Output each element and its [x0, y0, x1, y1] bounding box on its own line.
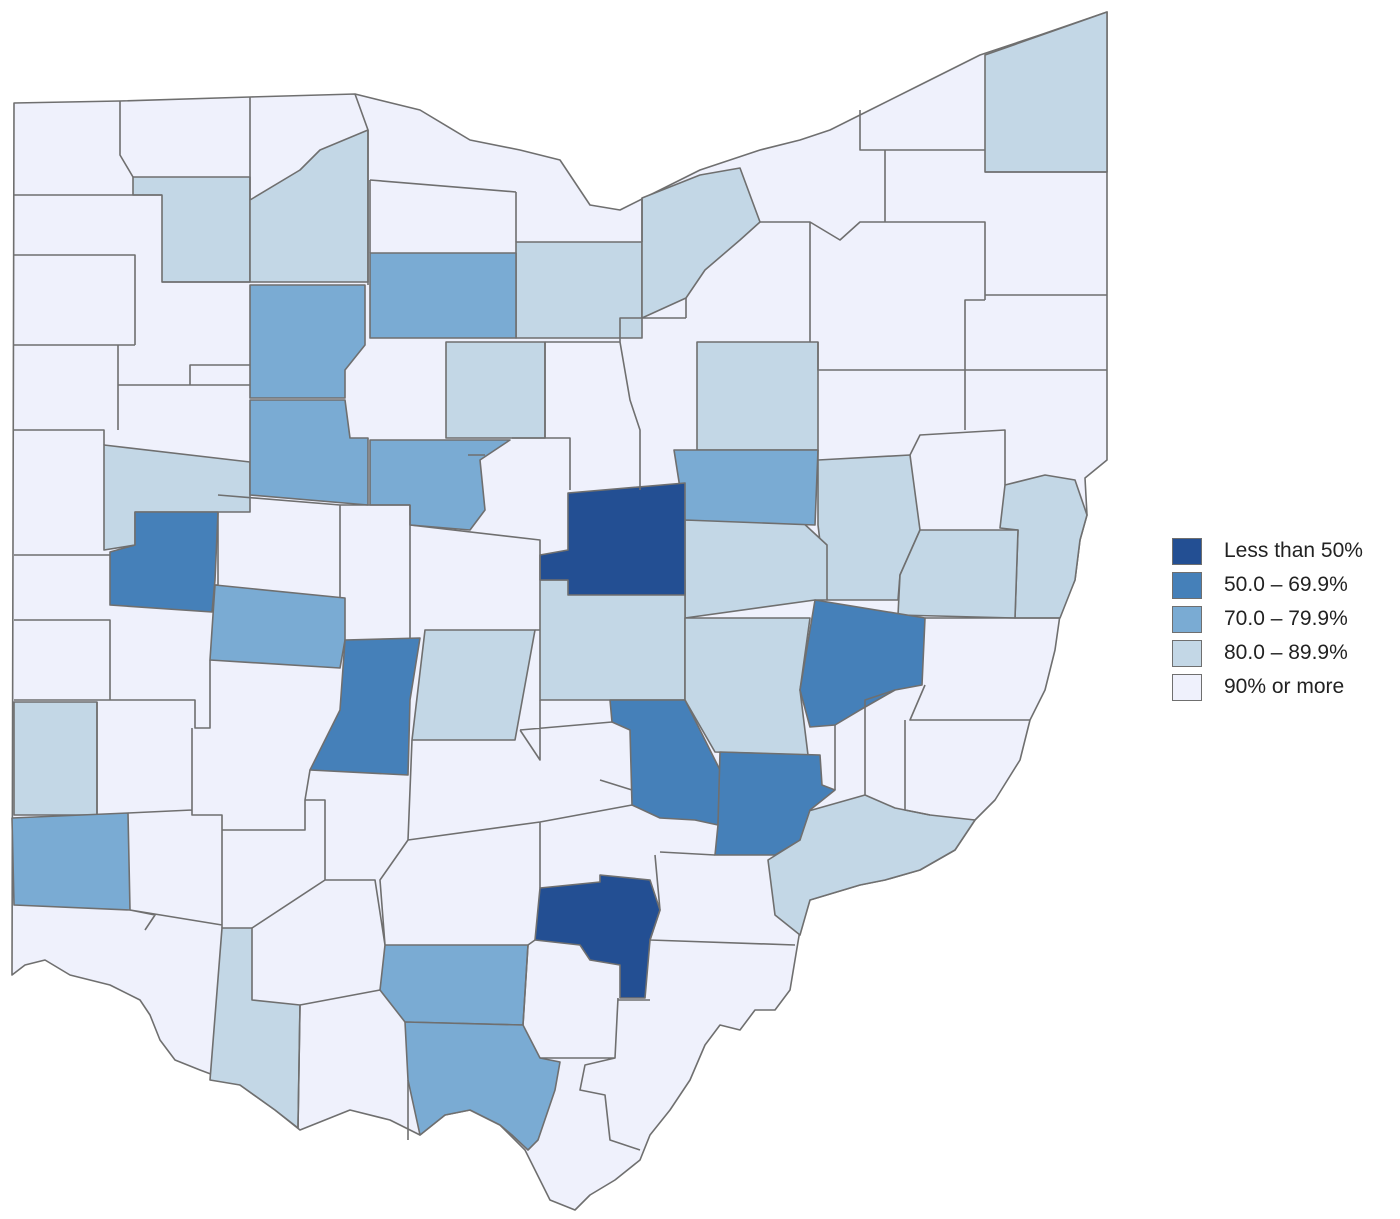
county [609, 699, 721, 826]
county [11, 812, 131, 911]
legend-label: 80.0 – 89.9% [1224, 641, 1348, 664]
legend-item: 80.0 – 89.9% [1172, 636, 1363, 670]
county [696, 341, 819, 451]
legend-swatch [1172, 605, 1202, 633]
county [641, 167, 761, 319]
county [673, 449, 819, 526]
county-borders [14, 93, 1107, 1151]
legend-item: Less than 50% [1172, 534, 1363, 568]
county [369, 252, 517, 339]
legend-label: 70.0 – 79.9% [1224, 607, 1348, 630]
legend-swatch [1172, 537, 1202, 565]
county [539, 482, 686, 596]
map-legend: Less than 50% 50.0 – 69.9% 70.0 – 79.9% … [1172, 534, 1363, 704]
county [714, 751, 836, 856]
legend-swatch [1172, 673, 1202, 701]
county [799, 599, 926, 728]
county [411, 629, 536, 741]
county [309, 637, 421, 776]
legend-item: 50.0 – 69.9% [1172, 568, 1363, 602]
legend-item: 90% or more [1172, 670, 1363, 704]
legend-label: 50.0 – 69.9% [1224, 573, 1348, 596]
county [539, 579, 686, 701]
legend-swatch [1172, 639, 1202, 667]
county [209, 584, 346, 669]
county [984, 11, 1108, 173]
legend-label: 90% or more [1224, 675, 1345, 698]
ohio-county-map [11, 11, 1108, 1211]
county [897, 529, 1019, 619]
county [249, 284, 366, 399]
county [515, 241, 643, 339]
county [445, 341, 546, 439]
legend-label: Less than 50% [1224, 539, 1363, 562]
county [13, 701, 98, 816]
legend-swatch [1172, 571, 1202, 599]
legend-item: 70.0 – 79.9% [1172, 602, 1363, 636]
county [249, 399, 369, 506]
county [534, 874, 661, 999]
county [379, 944, 529, 1026]
